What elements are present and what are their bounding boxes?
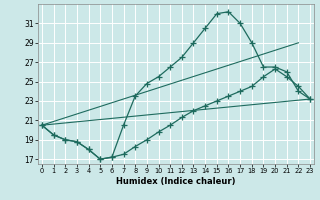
X-axis label: Humidex (Indice chaleur): Humidex (Indice chaleur)	[116, 177, 236, 186]
